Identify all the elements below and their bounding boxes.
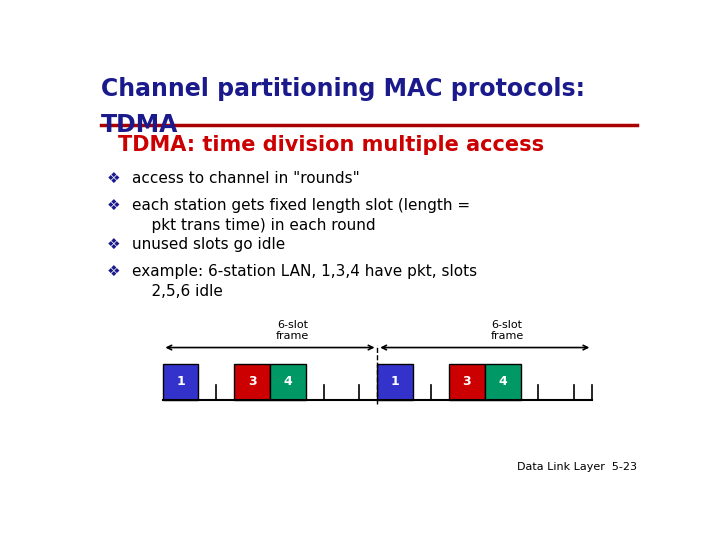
Text: unused slots go idle: unused slots go idle xyxy=(132,238,285,252)
Text: 4: 4 xyxy=(284,375,292,388)
Text: 4: 4 xyxy=(498,375,507,388)
Text: ❖: ❖ xyxy=(107,171,120,186)
Bar xyxy=(163,364,198,400)
Text: 3: 3 xyxy=(462,375,471,388)
Text: access to channel in "rounds": access to channel in "rounds" xyxy=(132,171,359,186)
Bar xyxy=(270,364,306,400)
Text: 6-slot
frame: 6-slot frame xyxy=(276,320,309,341)
Text: TDMA: TDMA xyxy=(101,113,179,137)
Text: 3: 3 xyxy=(248,375,256,388)
Bar xyxy=(449,364,485,400)
Text: 1: 1 xyxy=(391,375,400,388)
Text: Data Link Layer  5-23: Data Link Layer 5-23 xyxy=(517,462,637,472)
Bar xyxy=(234,364,270,400)
Bar xyxy=(485,364,521,400)
Bar xyxy=(377,364,413,400)
Text: example: 6-station LAN, 1,3,4 have pkt, slots
    2,5,6 idle: example: 6-station LAN, 1,3,4 have pkt, … xyxy=(132,265,477,299)
Text: ❖: ❖ xyxy=(107,198,120,213)
Text: each station gets fixed length slot (length =
    pkt trans time) in each round: each station gets fixed length slot (len… xyxy=(132,198,470,233)
Text: 6-slot
frame: 6-slot frame xyxy=(490,320,523,341)
Text: ❖: ❖ xyxy=(107,265,120,279)
Text: Channel partitioning MAC protocols:: Channel partitioning MAC protocols: xyxy=(101,77,585,102)
Text: ❖: ❖ xyxy=(107,238,120,252)
Text: TDMA: time division multiple access: TDMA: time division multiple access xyxy=(118,136,544,156)
Text: 1: 1 xyxy=(176,375,185,388)
